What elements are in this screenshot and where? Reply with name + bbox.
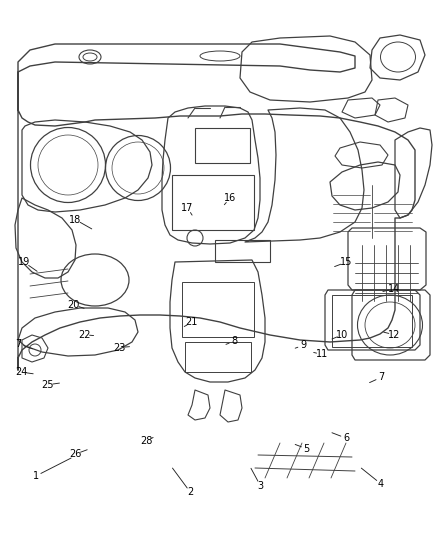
Text: 10: 10: [336, 330, 349, 340]
Text: 12: 12: [388, 330, 400, 340]
Text: 15: 15: [340, 257, 352, 267]
Text: 23: 23: [113, 343, 125, 352]
Text: 6: 6: [343, 433, 349, 443]
Text: 1: 1: [33, 471, 39, 481]
Text: 5: 5: [304, 444, 310, 454]
Text: 17: 17: [181, 203, 194, 213]
Text: 11: 11: [316, 350, 328, 359]
Text: 19: 19: [18, 257, 30, 267]
Text: 20: 20: [67, 300, 80, 310]
Bar: [215, 240, 270, 262]
Bar: [185, 342, 251, 372]
Bar: [195, 128, 250, 163]
Text: 25: 25: [41, 380, 53, 390]
Text: 21: 21: [186, 318, 198, 327]
Text: 9: 9: [300, 341, 306, 350]
Text: 18: 18: [69, 215, 81, 224]
Text: 28: 28: [141, 437, 153, 446]
Text: 24: 24: [15, 367, 27, 377]
Bar: [182, 282, 254, 337]
Text: 22: 22: [78, 330, 90, 340]
Text: 16: 16: [224, 193, 236, 203]
Text: 7: 7: [15, 339, 21, 349]
Text: 26: 26: [69, 449, 81, 459]
Text: 8: 8: [231, 336, 237, 346]
Text: 7: 7: [378, 373, 384, 382]
Text: 2: 2: [187, 488, 194, 497]
Text: 4: 4: [378, 479, 384, 489]
Bar: [332, 295, 412, 347]
Text: 3: 3: [258, 481, 264, 491]
Bar: [172, 175, 254, 230]
Text: 14: 14: [388, 284, 400, 294]
